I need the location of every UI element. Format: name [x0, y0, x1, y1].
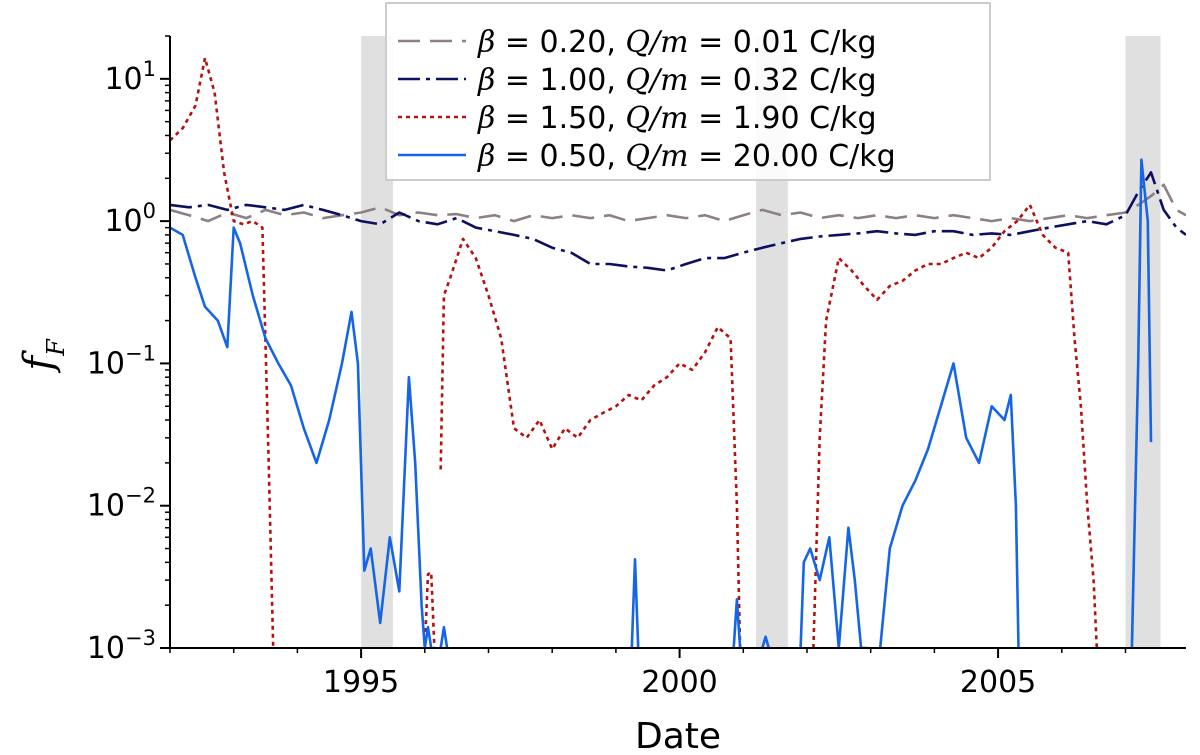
y-axis-title-sub: F: [42, 338, 70, 357]
series-red-dotted-line-3: [439, 237, 742, 648]
series-layer: [170, 56, 1186, 648]
series-red-dotted-line-1: [170, 56, 275, 648]
legend-label-red-dotted: β = 1.50, Q/m = 1.90 C/kg: [477, 101, 877, 136]
x-tick-label-2000: 2000: [641, 665, 717, 700]
series-blue-solid-line-9: [1130, 158, 1153, 648]
y-tick-label-1: 101: [104, 57, 156, 97]
y-axis-title: fF: [16, 338, 70, 374]
series-red-dotted-line-4: [812, 203, 1099, 648]
series-blue-solid-line-4: [630, 558, 640, 648]
series-blue-solid-line-3: [439, 625, 449, 648]
y-tick-label-0: 100: [104, 199, 156, 239]
legend: β = 0.20, Q/m = 0.01 C/kgβ = 1.00, Q/m =…: [385, 2, 991, 181]
legend-label-navy-dashdot: β = 1.00, Q/m = 0.32 C/kg: [477, 63, 877, 98]
series-navy-dashdot-line: [170, 171, 1186, 272]
x-tick-label-2005: 2005: [960, 665, 1036, 700]
axes: [169, 36, 1186, 649]
legend-label-gray-dashed: β = 0.20, Q/m = 0.01 C/kg: [477, 25, 877, 60]
series-blue-solid-line-8: [878, 362, 1020, 648]
series-blue-solid-line-1: [170, 226, 427, 648]
series-blue-solid-line-7: [799, 526, 868, 648]
x-tick-label-1995: 1995: [323, 665, 399, 700]
ticks: 1995 2000 2005 10−3 10−2 10−1 100 101: [87, 35, 1127, 700]
series-blue-solid-line-6: [761, 635, 771, 648]
series-blue-solid-line-5: [732, 598, 742, 648]
legend-box: [385, 2, 991, 181]
y-tick-label-−1: 10−1: [87, 341, 156, 381]
legend-label-blue-solid: β = 0.50, Q/m = 20.00 C/kg: [477, 139, 896, 174]
svg-text:fF: fF: [16, 338, 70, 374]
x-axis-title: Date: [635, 716, 721, 755]
series-blue-solid-line-2: [423, 625, 433, 648]
shaded-region-3: [1125, 36, 1161, 648]
y-tick-label-−2: 10−2: [87, 484, 156, 524]
series-red-dotted-line-2: [423, 571, 436, 648]
series-gray-dashed-line: [170, 183, 1186, 223]
y-tick-label-−3: 10−3: [87, 626, 156, 666]
